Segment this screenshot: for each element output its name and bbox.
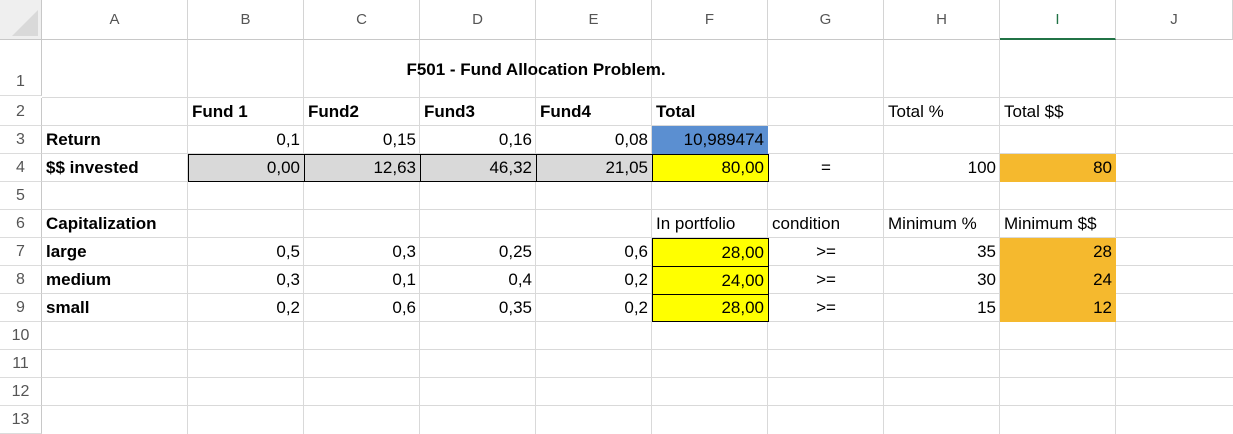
gridline bbox=[42, 265, 1233, 266]
gridline bbox=[42, 321, 1233, 322]
cell-e7[interactable]: 0,6 bbox=[624, 242, 648, 261]
cell-f6[interactable]: In portfolio bbox=[656, 214, 736, 233]
column-header-c[interactable]: C bbox=[304, 0, 420, 40]
cell-e9[interactable]: 0,2 bbox=[624, 298, 648, 317]
cell-h8[interactable]: 30 bbox=[977, 270, 996, 289]
row-header-8[interactable]: 8 bbox=[0, 266, 42, 294]
row-header-1[interactable]: 1 bbox=[0, 40, 42, 96]
row-header-12[interactable]: 12 bbox=[0, 378, 42, 406]
cell-f9[interactable]: 28,00 bbox=[652, 294, 769, 322]
cell-b4[interactable]: 0,00 bbox=[188, 154, 305, 182]
cell-c4[interactable]: 12,63 bbox=[304, 154, 421, 182]
cell-i9[interactable]: 12 bbox=[1000, 294, 1116, 322]
cell-b8[interactable]: 0,3 bbox=[276, 270, 300, 289]
cell-c2[interactable]: Fund2 bbox=[308, 102, 359, 121]
column-header-h[interactable]: H bbox=[884, 0, 1000, 40]
row-header-13[interactable]: 13 bbox=[0, 406, 42, 434]
cell-c7[interactable]: 0,3 bbox=[392, 242, 416, 261]
cell-g8[interactable]: >= bbox=[816, 270, 836, 289]
column-header-d[interactable]: D bbox=[420, 0, 536, 40]
column-header-b[interactable]: B bbox=[188, 0, 304, 40]
cell-d9[interactable]: 0,35 bbox=[498, 298, 532, 317]
cell-b3[interactable]: 0,1 bbox=[276, 130, 300, 149]
cell-i6[interactable]: Minimum $$ bbox=[1004, 214, 1097, 233]
gridline bbox=[42, 405, 1233, 406]
cell-b9[interactable]: 0,2 bbox=[276, 298, 300, 317]
column-header-a[interactable]: A bbox=[42, 0, 188, 40]
row-header-10[interactable]: 10 bbox=[0, 322, 42, 350]
select-all-triangle-icon bbox=[12, 10, 38, 36]
column-header-i[interactable]: I bbox=[1000, 0, 1116, 40]
sheet-title[interactable]: F501 - Fund Allocation Problem. bbox=[406, 60, 666, 79]
cell-i8[interactable]: 24 bbox=[1000, 266, 1116, 294]
cell-c8[interactable]: 0,1 bbox=[392, 270, 416, 289]
row-header-5[interactable]: 5 bbox=[0, 182, 42, 210]
column-header-f[interactable]: F bbox=[652, 0, 768, 40]
column-header-g[interactable]: G bbox=[768, 0, 884, 40]
column-header-e[interactable]: E bbox=[536, 0, 652, 40]
cell-f8[interactable]: 24,00 bbox=[652, 266, 769, 295]
gridline bbox=[42, 293, 1233, 294]
row-header-9[interactable]: 9 bbox=[0, 294, 42, 322]
gridline bbox=[42, 97, 1233, 98]
cell-f3-objective[interactable]: 10,989474 bbox=[652, 126, 768, 154]
cell-d8[interactable]: 0,4 bbox=[508, 270, 532, 289]
cell-d4[interactable]: 46,32 bbox=[420, 154, 537, 182]
cell-g7[interactable]: >= bbox=[816, 242, 836, 261]
cell-f4[interactable]: 80,00 bbox=[652, 154, 769, 182]
cell-e4[interactable]: 21,05 bbox=[536, 154, 653, 182]
cell-a9[interactable]: small bbox=[46, 298, 90, 317]
cell-h6[interactable]: Minimum % bbox=[888, 214, 977, 233]
gridline bbox=[42, 349, 1233, 350]
gridline bbox=[42, 377, 1233, 378]
row-header-3[interactable]: 3 bbox=[0, 126, 42, 154]
gridline bbox=[42, 153, 1233, 154]
cell-d2[interactable]: Fund3 bbox=[424, 102, 475, 121]
cell-a8[interactable]: medium bbox=[46, 270, 112, 289]
cell-a4[interactable]: $$ invested bbox=[46, 158, 139, 177]
cell-d3[interactable]: 0,16 bbox=[498, 130, 532, 149]
cell-e3[interactable]: 0,08 bbox=[614, 130, 648, 149]
cell-i2[interactable]: Total $$ bbox=[1004, 102, 1064, 121]
cell-e8[interactable]: 0,2 bbox=[624, 270, 648, 289]
gridline bbox=[42, 237, 1233, 238]
row-header-6[interactable]: 6 bbox=[0, 210, 42, 238]
row-header-7[interactable]: 7 bbox=[0, 238, 42, 266]
cell-i4[interactable]: 80 bbox=[1000, 154, 1116, 182]
cell-c9[interactable]: 0,6 bbox=[392, 298, 416, 317]
cell-b2[interactable]: Fund 1 bbox=[192, 102, 248, 121]
cell-g6[interactable]: condition bbox=[772, 214, 841, 233]
cell-g4[interactable]: = bbox=[821, 158, 831, 177]
gridline bbox=[42, 125, 1233, 126]
cell-e2[interactable]: Fund4 bbox=[540, 102, 591, 121]
cell-g9[interactable]: >= bbox=[816, 298, 836, 317]
cell-d7[interactable]: 0,25 bbox=[498, 242, 532, 261]
cell-a6[interactable]: Capitalization bbox=[46, 214, 157, 233]
cell-h4[interactable]: 100 bbox=[967, 158, 996, 177]
cell-h7[interactable]: 35 bbox=[977, 242, 996, 261]
cell-h9[interactable]: 15 bbox=[977, 298, 996, 317]
gridline bbox=[42, 209, 1233, 210]
select-all-corner[interactable] bbox=[0, 0, 42, 40]
cell-b7[interactable]: 0,5 bbox=[276, 242, 300, 261]
cell-c3[interactable]: 0,15 bbox=[382, 130, 416, 149]
cell-f7[interactable]: 28,00 bbox=[652, 238, 769, 267]
cell-a7[interactable]: large bbox=[46, 242, 87, 261]
cell-h2[interactable]: Total % bbox=[888, 102, 944, 121]
column-header-j[interactable]: J bbox=[1116, 0, 1233, 40]
row-header-2[interactable]: 2 bbox=[0, 98, 42, 126]
row-header-4[interactable]: 4 bbox=[0, 154, 42, 182]
cell-f2[interactable]: Total bbox=[656, 102, 696, 121]
cell-a3[interactable]: Return bbox=[46, 130, 101, 149]
cell-i7[interactable]: 28 bbox=[1000, 238, 1116, 266]
row-header-11[interactable]: 11 bbox=[0, 350, 42, 378]
